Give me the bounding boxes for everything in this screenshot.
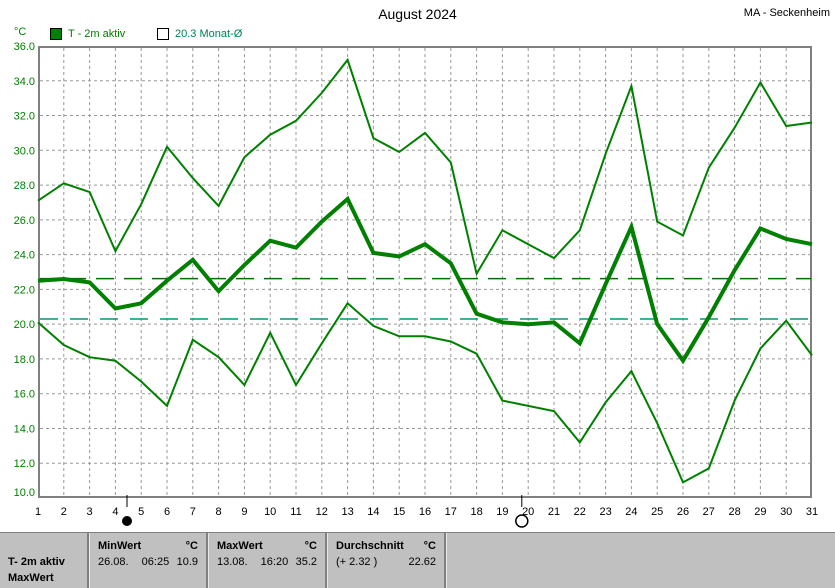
y-tick-label: 28.0	[14, 180, 35, 192]
x-tick-label: 23	[599, 506, 611, 518]
maxwert-time: 16:20	[260, 556, 289, 568]
maxwert-unit: °C	[304, 540, 317, 552]
minwert-value: 10.9	[176, 556, 198, 568]
stats-maxwert-section: MaxWert °C 13.08. 16:20 35.2	[209, 533, 325, 588]
stats-series-label: T- 2m aktiv	[8, 556, 65, 568]
stats-minwert-section: MinWert °C 26.08. 06:25 10.9	[90, 533, 206, 588]
page-title: August 2024	[378, 6, 457, 22]
chart-svg: 36.0 34.0 32.0 30.0 28.0 26.0 24.0 22.0 20.0 18.0…	[14, 41, 818, 528]
station-name: MA - Seckenheim	[743, 7, 830, 19]
stats-series-column: T- 2m aktiv MaxWert	[0, 533, 87, 588]
series-daily-max	[37, 57, 813, 277]
y-axis-unit-label: °C	[14, 26, 27, 38]
stats-series-label2: MaxWert	[8, 572, 54, 584]
x-tick-label: 3	[87, 506, 93, 518]
y-tick-label: 14.0	[14, 423, 35, 435]
legend-swatch-filled-icon	[50, 28, 62, 40]
series-daily-mean-t2m-aktiv	[37, 195, 813, 365]
x-tick-label: 2	[61, 506, 67, 518]
x-tick-label: 13	[341, 506, 353, 518]
x-tick-label: 16	[419, 506, 431, 518]
y-tick-label: 12.0	[14, 458, 35, 470]
x-tick-label: 6	[164, 506, 170, 518]
durchschnitt-value: 22.62	[408, 556, 436, 568]
stats-separator	[444, 533, 447, 588]
minwert-header: MinWert	[98, 540, 142, 552]
x-tick-label: 27	[703, 506, 715, 518]
x-tick-label: 4	[112, 506, 118, 518]
maxwert-value: 35.2	[295, 556, 317, 568]
y-tick-label: 16.0	[14, 389, 35, 401]
y-tick-label: 34.0	[14, 76, 35, 88]
new-moon-icon	[122, 516, 132, 526]
minwert-date: 26.08.	[98, 556, 129, 568]
y-tick-label: 10.0	[14, 487, 35, 499]
durchschnitt-unit: °C	[423, 540, 436, 552]
stats-separator	[325, 533, 328, 588]
durchschnitt-delta: (+ 2.32 )	[336, 556, 378, 568]
x-tick-label: 28	[728, 506, 740, 518]
y-tick-label: 26.0	[14, 215, 35, 227]
x-tick-label: 11	[290, 506, 301, 518]
legend-label-month-avg: 20.3 Monat-Ø	[175, 28, 243, 40]
stats-separator	[206, 533, 209, 588]
x-tick-label: 15	[393, 506, 405, 518]
legend-item-month-avg: 20.3 Monat-Ø	[157, 28, 242, 40]
y-tick-label: 24.0	[14, 250, 35, 262]
x-tick-label: 29	[754, 506, 766, 518]
x-tick-label: 21	[548, 506, 560, 518]
series-daily-min	[37, 301, 813, 484]
full-moon-icon	[515, 514, 529, 528]
y-tick-label: 22.0	[14, 284, 35, 296]
maxwert-date: 13.08.	[217, 556, 248, 568]
y-tick-label: 20.0	[14, 319, 35, 331]
x-tick-label: 8	[216, 506, 222, 518]
minwert-time: 06:25	[141, 556, 170, 568]
x-tick-label: 1	[35, 506, 41, 518]
x-tick-label: 30	[780, 506, 792, 518]
y-tick-label: 18.0	[14, 354, 35, 366]
x-tick-label: 7	[190, 506, 196, 518]
x-tick-label: 5	[138, 506, 144, 518]
x-tick-label: 19	[496, 506, 508, 518]
maxwert-header: MaxWert	[217, 540, 263, 552]
stats-panel: T- 2m aktiv MaxWert MinWert °C 26.08. 06…	[0, 532, 835, 588]
plot-frame	[38, 46, 812, 498]
stats-durchschnitt-section: Durchschnitt °C (+ 2.32 ) 22.62	[328, 533, 444, 588]
stats-separator	[87, 533, 90, 588]
x-tick-label: 24	[625, 506, 637, 518]
x-tick-label: 26	[677, 506, 689, 518]
y-tick-label: 32.0	[14, 111, 35, 123]
legend-swatch-open-icon	[157, 28, 169, 40]
x-tick-label: 31	[806, 506, 818, 518]
durchschnitt-header: Durchschnitt	[336, 540, 404, 552]
x-tick-label: 9	[241, 506, 247, 518]
x-tick-label: 10	[264, 506, 276, 518]
x-tick-label: 22	[574, 506, 586, 518]
legend-label-active: T - 2m aktiv	[68, 28, 126, 40]
x-tick-label: 14	[367, 506, 379, 518]
x-tick-label: 12	[316, 506, 328, 518]
x-tick-label: 20	[522, 506, 534, 518]
legend-item-active: T - 2m aktiv	[50, 28, 125, 40]
x-tick-label: 18	[470, 506, 482, 518]
minwert-unit: °C	[185, 540, 198, 552]
y-tick-label: 30.0	[14, 145, 35, 157]
x-tick-label: 17	[445, 506, 457, 518]
x-tick-label: 25	[651, 506, 663, 518]
y-tick-label: 36.0	[14, 41, 35, 53]
